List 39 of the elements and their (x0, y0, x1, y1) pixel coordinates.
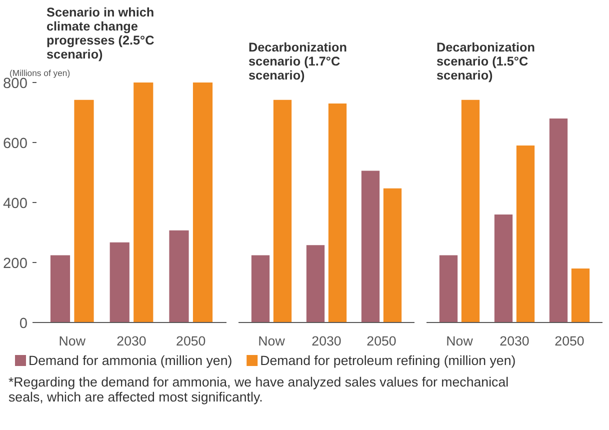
bar (251, 255, 270, 322)
x-tick-label: 2050 (554, 334, 584, 348)
bar (74, 100, 94, 322)
y-axis-title: (Millions of yen) (10, 68, 70, 78)
y-tick-label: 600 (3, 136, 28, 152)
text: *Regarding the demand for ammonia, we have analyzed sales values for mechanical seals, which are affected most significantly. (8, 374, 509, 404)
legend-label: Demand for ammonia (million yen) (28, 353, 232, 368)
y-tick-label: 400 (3, 196, 28, 212)
chart-title: Scenario in which climate change progresses (2.5°C scenario) (46, 6, 154, 62)
x-tick-label: 2050 (366, 334, 396, 348)
bar (169, 230, 189, 322)
bar (306, 245, 325, 322)
bar (328, 104, 347, 322)
y-tick-label: 200 (3, 256, 28, 272)
bar (549, 118, 568, 322)
y-tick-label: 800 (3, 76, 28, 92)
bar (192, 82, 213, 322)
bar (361, 170, 380, 322)
x-tick-label: Now (258, 334, 286, 348)
x-tick-label: 2030 (116, 334, 146, 348)
x-tick-label: 2030 (312, 334, 342, 348)
x-tick-label: 2030 (500, 334, 530, 348)
bar (439, 255, 458, 322)
bar (50, 255, 70, 322)
x-tick-label: Now (58, 334, 86, 348)
chart-title: Decarbonization scenario (1.7°C scenario) (248, 40, 347, 82)
bar (383, 188, 402, 322)
bar (461, 100, 480, 322)
bar (494, 214, 513, 322)
x-tick-label: Now (446, 334, 474, 348)
x-tick-label: 2050 (176, 334, 206, 348)
bar (571, 268, 590, 322)
chart-title: Decarbonization scenario (1.5°C scenario) (436, 40, 535, 82)
bar (273, 100, 292, 322)
y-tick-label: 0 (19, 316, 28, 332)
bar (110, 242, 130, 322)
legend-label: Demand for petroleum refining (million yen) (260, 353, 516, 368)
bar (134, 82, 154, 322)
bar (516, 146, 535, 322)
